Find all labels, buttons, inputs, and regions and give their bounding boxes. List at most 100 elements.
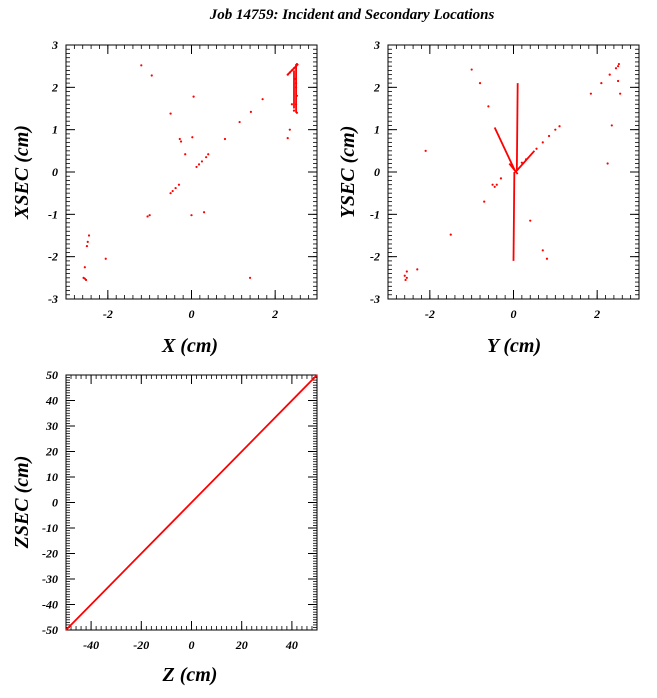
data-point [483, 200, 486, 203]
y-tick-label: -40 [42, 598, 58, 612]
plot-frame [65, 44, 318, 300]
data-point [619, 92, 622, 95]
data-point [294, 103, 298, 106]
y-tick-label: -1 [48, 207, 58, 221]
data-point-track [508, 162, 519, 175]
y-tick-label: -2 [48, 250, 58, 264]
x-tick-label: -20 [133, 638, 149, 652]
y-axis-title: YSEC (cm) [337, 126, 359, 219]
data-point [171, 189, 174, 193]
data-point [261, 98, 264, 101]
data-point [478, 82, 482, 85]
panel-zsec-vs-z: -40 -20 0 20 40 -50 -40 -30 -20 -10 0 10 20 30 40 50 Z (… [11, 368, 318, 686]
y-tick-label: 50 [46, 368, 58, 382]
y-tick-label: -1 [370, 207, 380, 221]
data-point [294, 77, 297, 80]
data-point [169, 192, 172, 195]
data-point [140, 64, 143, 67]
data-point [195, 165, 198, 169]
x-tick-label: -40 [83, 638, 99, 652]
data-point [600, 82, 603, 85]
data-point [606, 162, 609, 165]
data-point [177, 183, 181, 186]
x-tick-label: 2 [593, 307, 600, 321]
data-point [84, 278, 88, 282]
data-point [491, 183, 494, 186]
data-point [178, 137, 181, 141]
data-point [535, 147, 538, 150]
data-point [150, 74, 153, 77]
data-point [146, 215, 149, 218]
data-point [495, 183, 498, 186]
y-tick-label: 2 [373, 80, 380, 94]
data-point [547, 134, 551, 138]
data-point [616, 79, 620, 83]
data-point [529, 219, 532, 222]
data-point-track [65, 374, 318, 631]
data-point [295, 111, 299, 114]
y-tick-label: 30 [45, 419, 58, 433]
data-point [294, 86, 298, 89]
y-tick-label: 0 [52, 165, 58, 179]
data-point [191, 136, 194, 139]
y-axis-title: ZSEC (cm) [11, 456, 33, 550]
data-point [207, 153, 210, 156]
data-point [405, 270, 408, 273]
y-tick-label: -50 [42, 623, 58, 637]
data-point [197, 163, 201, 166]
data-point [449, 233, 452, 236]
x-tick-label: 0 [189, 307, 195, 321]
data-point [83, 266, 86, 269]
data-point [85, 244, 89, 248]
data-point [524, 158, 528, 161]
data-point [617, 62, 621, 66]
x-tick-label: 20 [235, 638, 248, 652]
data-point [192, 95, 195, 98]
data-point [610, 124, 613, 127]
data-point [487, 105, 490, 108]
data-point [205, 156, 208, 159]
data-point [169, 112, 172, 115]
data-point-track [515, 83, 519, 170]
y-tick-label: -20 [42, 547, 58, 561]
data-point [608, 73, 611, 76]
data-point [87, 234, 91, 237]
data-point [405, 276, 408, 279]
data-point [295, 62, 299, 66]
data-point [558, 125, 561, 128]
x-tick-label: 0 [511, 307, 517, 321]
data-point [288, 128, 291, 131]
data-point [248, 276, 252, 279]
data-point-track [493, 127, 517, 173]
x-axis-title: X (cm) [161, 335, 218, 357]
data-point [179, 140, 183, 143]
data-point [614, 67, 618, 70]
data-point [249, 110, 253, 113]
x-tick-label: 40 [285, 638, 298, 652]
y-tick-label: 3 [51, 38, 58, 52]
data-point [104, 257, 107, 260]
panel-xsec-vs-x: -2 0 2 -3 -2 -1 0 1 2 3 X (cm) XSEC (cm) [11, 38, 318, 357]
data-point [424, 149, 427, 152]
data-point [290, 103, 293, 106]
figure-title: Job 14759: Incident and Secondary Locati… [209, 7, 495, 23]
data-point-track [512, 171, 516, 261]
panel-ysec-vs-y: -2 0 2 -3 -2 -1 0 1 2 3 Y (cm) YSEC (cm) [337, 38, 640, 357]
data-point [290, 69, 293, 72]
y-tick-label: -3 [48, 292, 58, 306]
data-point [403, 274, 406, 277]
data-point [286, 73, 289, 76]
y-tick-label: 1 [374, 123, 380, 137]
x-tick-label: 2 [271, 307, 278, 321]
data-point [493, 185, 496, 188]
data-point [202, 211, 206, 214]
data-point [288, 71, 291, 74]
data-point [86, 240, 89, 243]
y-tick-label: -30 [42, 572, 58, 586]
data-point [545, 257, 549, 260]
data-point [499, 177, 503, 180]
data-point [286, 137, 289, 140]
y-axis-title: XSEC (cm) [11, 125, 33, 220]
data-point [190, 214, 193, 217]
